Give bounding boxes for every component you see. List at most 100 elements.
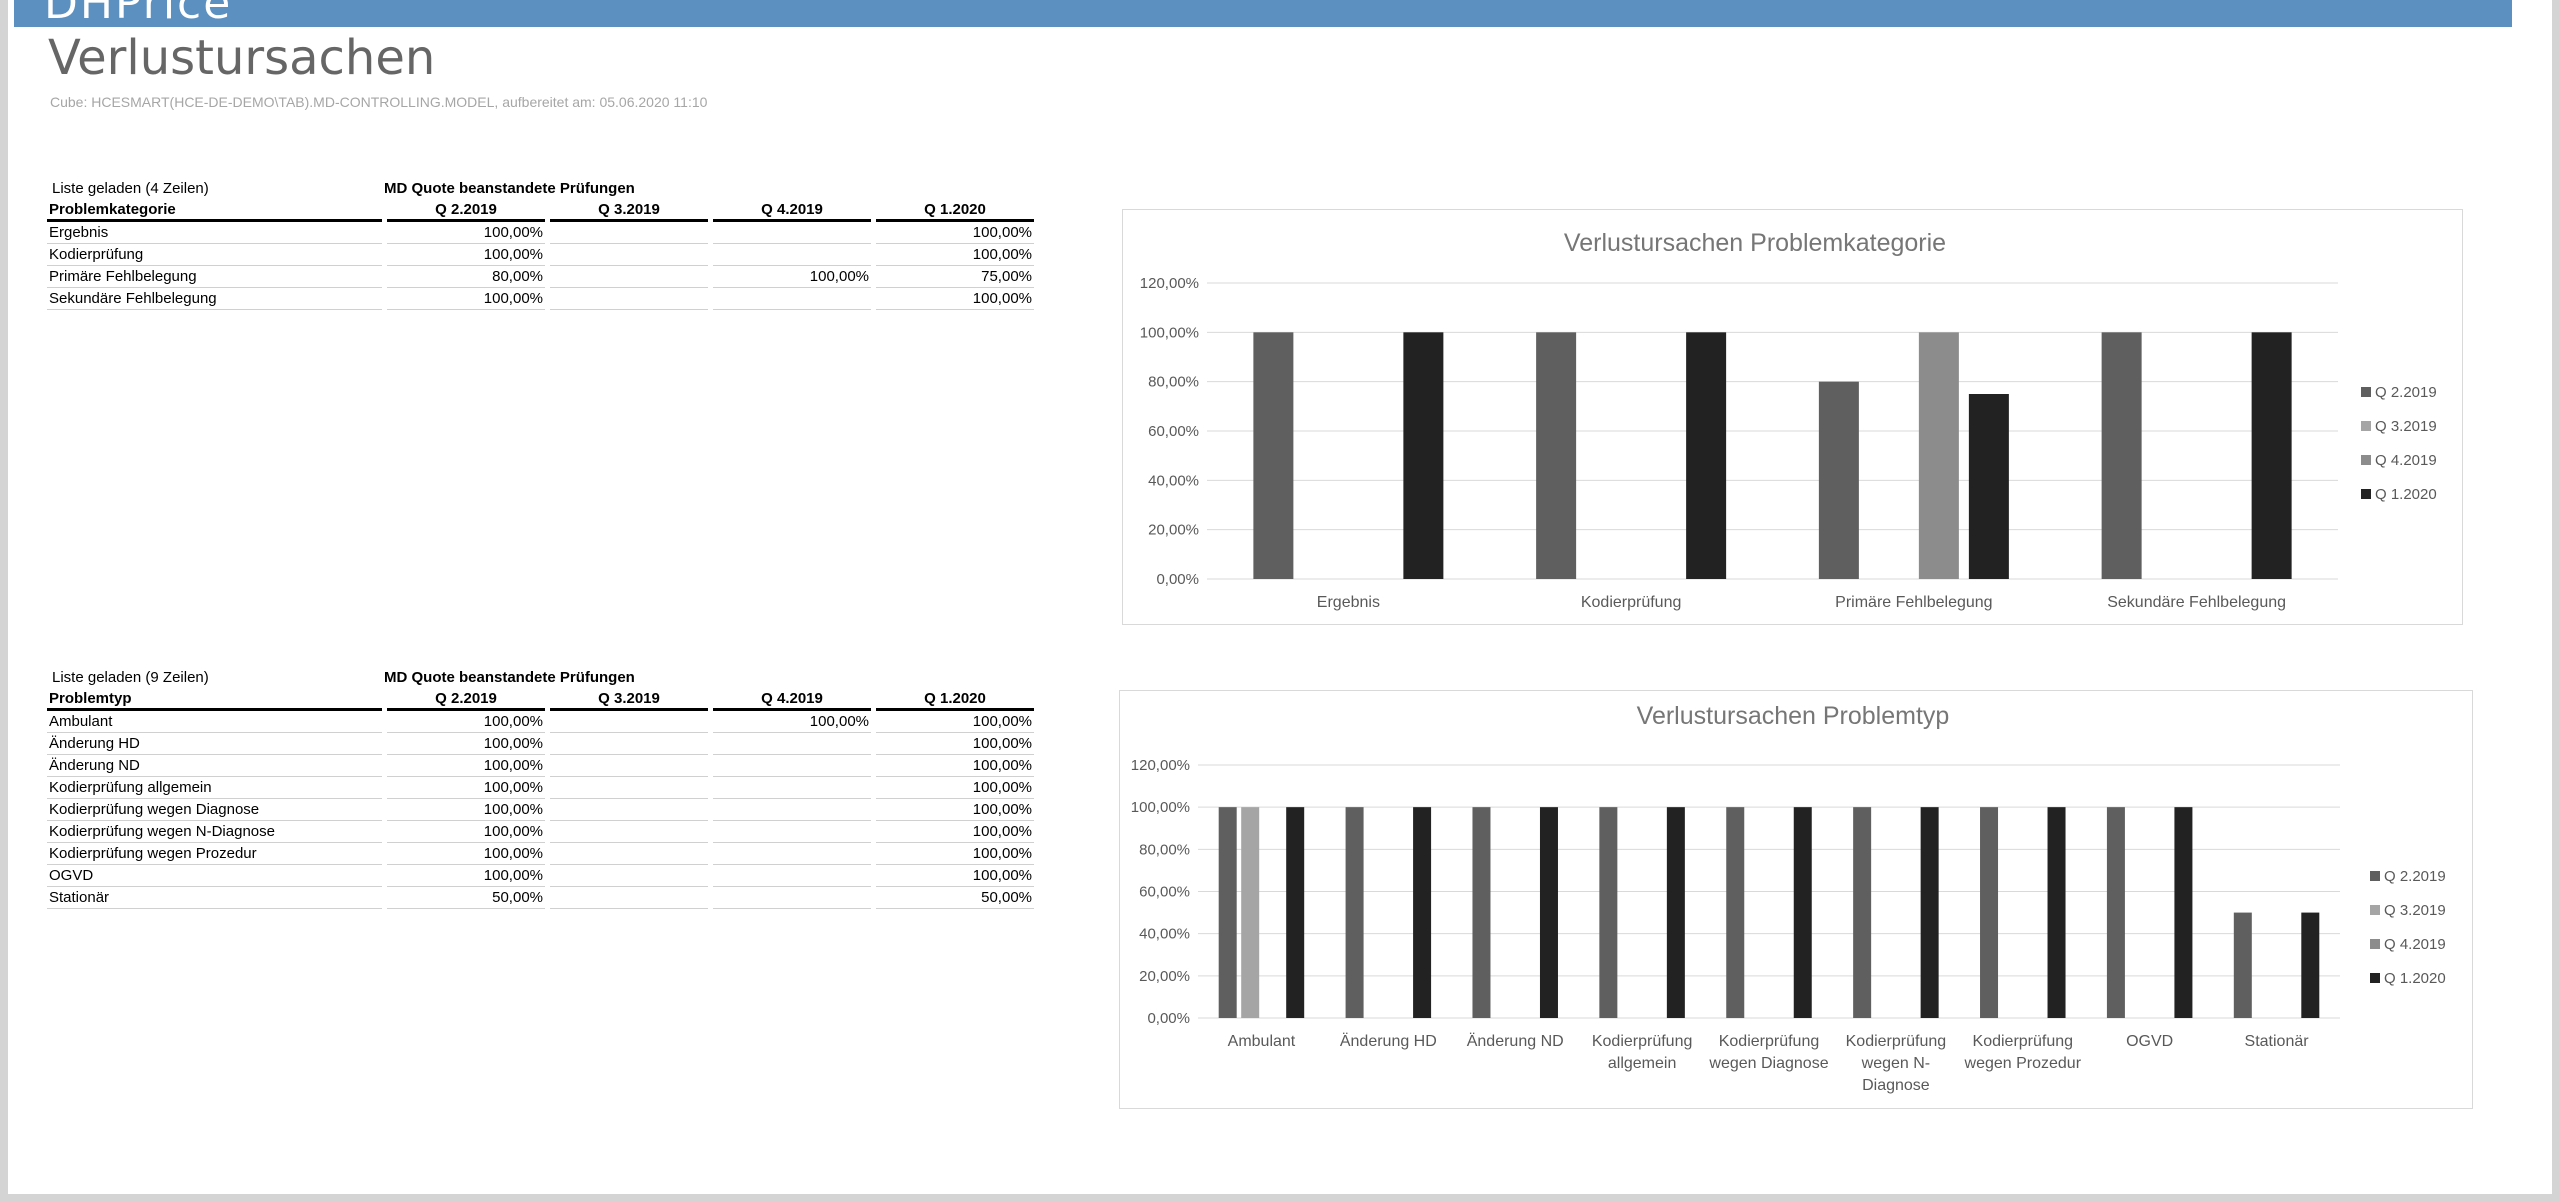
chart-problemkategorie[interactable]: Verlustursachen Problemkategorie 0,00% 20,…: [1122, 209, 2463, 625]
table-row[interactable]: Stationär 50,00% 50,00%: [47, 887, 1034, 909]
table-row[interactable]: Kodierprüfung 100,00% 100,00%: [47, 244, 1034, 266]
cell-value: 100,00%: [387, 244, 545, 266]
rows-loaded-label: Liste geladen (9 Zeilen): [52, 669, 209, 686]
cell-value: [550, 887, 708, 909]
table-row[interactable]: Änderung HD 100,00% 100,00%: [47, 733, 1034, 755]
legend-entry[interactable]: Q 3.2019: [2375, 418, 2437, 435]
legend-entry[interactable]: Q 4.2019: [2384, 936, 2446, 953]
legend-entry[interactable]: Q 1.2020: [2375, 486, 2437, 503]
table-row[interactable]: Kodierprüfung wegen Diagnose 100,00% 100,0…: [47, 799, 1034, 821]
y-tick-label: 60,00%: [1148, 423, 1199, 440]
cell-value: [550, 843, 708, 865]
bar[interactable]: [1413, 807, 1432, 1018]
legend-entry[interactable]: Q 2.2019: [2384, 868, 2446, 885]
cell-value: 100,00%: [876, 777, 1034, 799]
bar[interactable]: [1241, 807, 1260, 1018]
cell-value: 100,00%: [387, 288, 545, 310]
legend-entry[interactable]: Q 3.2019: [2384, 902, 2446, 919]
bar[interactable]: [1726, 807, 1745, 1018]
cell-value: 80,00%: [387, 266, 545, 288]
table-row[interactable]: Sekundäre Fehlbelegung 100,00% 100,00%: [47, 288, 1034, 310]
cell-value: 100,00%: [876, 222, 1034, 244]
legend-entry[interactable]: Q 1.2020: [2384, 970, 2446, 987]
cell-value: [713, 288, 871, 310]
column-header-quarter[interactable]: Q 1.2020: [876, 200, 1034, 222]
bar[interactable]: [1286, 807, 1305, 1018]
column-header-category[interactable]: Problemtyp: [47, 689, 382, 711]
cell-value: [550, 733, 708, 755]
row-label: Kodierprüfung: [47, 244, 382, 266]
bar[interactable]: [1218, 807, 1237, 1018]
column-header-quarter[interactable]: Q 2.2019: [387, 689, 545, 711]
table-row[interactable]: Ambulant 100,00% 100,00% 100,00%: [47, 711, 1034, 733]
table-row[interactable]: Ergebnis 100,00% 100,00%: [47, 222, 1034, 244]
row-label: Primäre Fehlbelegung: [47, 266, 382, 288]
table-row[interactable]: Kodierprüfung allgemein 100,00% 100,00%: [47, 777, 1034, 799]
bar[interactable]: [1403, 332, 1444, 579]
cell-value: [550, 777, 708, 799]
column-header-quarter[interactable]: Q 2.2019: [387, 200, 545, 222]
table-row[interactable]: Primäre Fehlbelegung 80,00% 100,00% 75,00%: [47, 266, 1034, 288]
legend-entry[interactable]: Q 4.2019: [2375, 452, 2437, 469]
cell-value: [550, 222, 708, 244]
y-tick-label: 40,00%: [1148, 472, 1199, 489]
table-row[interactable]: OGVD 100,00% 100,00%: [47, 865, 1034, 887]
column-header-quarter[interactable]: Q 3.2019: [550, 689, 708, 711]
table-row[interactable]: Kodierprüfung wegen N-Diagnose 100,00% 100…: [47, 821, 1034, 843]
bar[interactable]: [2233, 912, 2252, 1018]
bar[interactable]: [1686, 332, 1727, 579]
column-header-category[interactable]: Problemkategorie: [47, 200, 382, 222]
bar[interactable]: [2174, 807, 2193, 1018]
bar[interactable]: [1853, 807, 1872, 1018]
bar[interactable]: [1920, 807, 1939, 1018]
x-tick-label: OGVD: [2126, 1033, 2173, 1050]
cell-value: 100,00%: [876, 821, 1034, 843]
cell-value: 100,00%: [387, 799, 545, 821]
x-tick-label: Kodierprüfung: [1592, 1033, 1693, 1050]
bar[interactable]: [1818, 381, 1859, 579]
column-header-quarter[interactable]: Q 4.2019: [713, 200, 871, 222]
bar[interactable]: [2301, 912, 2320, 1018]
y-tick-label: 60,00%: [1139, 884, 1190, 901]
bar[interactable]: [1599, 807, 1618, 1018]
legend-swatch: [2370, 905, 2380, 915]
column-header-quarter[interactable]: Q 1.2020: [876, 689, 1034, 711]
cell-value: [550, 288, 708, 310]
bar[interactable]: [2047, 807, 2066, 1018]
cell-value: 100,00%: [387, 821, 545, 843]
column-header-quarter[interactable]: Q 4.2019: [713, 689, 871, 711]
bar[interactable]: [1980, 807, 1999, 1018]
bar[interactable]: [1968, 394, 2009, 579]
table-row[interactable]: Änderung ND 100,00% 100,00%: [47, 755, 1034, 777]
x-tick-label: Diagnose: [1862, 1077, 1930, 1094]
legend-entry[interactable]: Q 2.2019: [2375, 384, 2437, 401]
cell-value: 75,00%: [876, 266, 1034, 288]
cell-value: 100,00%: [387, 222, 545, 244]
cell-value: 100,00%: [876, 843, 1034, 865]
bar[interactable]: [1253, 332, 1294, 579]
chart-title: Verlustursachen Problemtyp: [1637, 702, 1950, 730]
row-label: Sekundäre Fehlbelegung: [47, 288, 382, 310]
row-label: Kodierprüfung allgemein: [47, 777, 382, 799]
column-header-quarter[interactable]: Q 3.2019: [550, 200, 708, 222]
report-page: DHPrice Verlustursachen Cube: HCESMART(H…: [8, 0, 2552, 1194]
bar[interactable]: [2106, 807, 2125, 1018]
cell-value: 100,00%: [387, 843, 545, 865]
bar[interactable]: [1472, 807, 1491, 1018]
y-tick-label: 100,00%: [1140, 324, 1199, 341]
table-row[interactable]: Kodierprüfung wegen Prozedur 100,00% 100,0…: [47, 843, 1034, 865]
bar[interactable]: [1539, 807, 1558, 1018]
x-tick-label: Kodierprüfung: [1719, 1033, 1820, 1050]
bar[interactable]: [1666, 807, 1685, 1018]
bar[interactable]: [1793, 807, 1812, 1018]
row-label: Kodierprüfung wegen Prozedur: [47, 843, 382, 865]
bar[interactable]: [1536, 332, 1577, 579]
chart-problemtyp[interactable]: Verlustursachen Problemtyp 0,00% 20,00% 40,…: [1119, 690, 2473, 1109]
bar[interactable]: [2101, 332, 2142, 579]
cell-value: 100,00%: [876, 755, 1034, 777]
bar[interactable]: [1345, 807, 1364, 1018]
bar[interactable]: [2251, 332, 2292, 579]
y-tick-label: 0,00%: [1147, 1010, 1190, 1027]
bar[interactable]: [1918, 332, 1959, 579]
cube-info: Cube: HCESMART(HCE-DE-DEMO\TAB).MD-CONTR…: [50, 94, 708, 110]
